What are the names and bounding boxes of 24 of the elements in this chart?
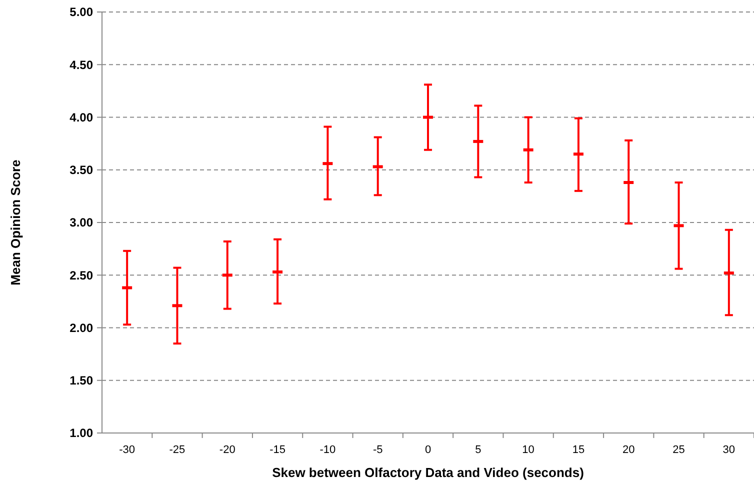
x-tick-label: -15 [270,444,286,456]
x-axis-title: Skew between Olfactory Data and Video (seconds) [272,465,584,480]
y-tick-label: 2.00 [70,320,94,335]
y-tick-label: 3.50 [70,163,94,178]
y-tick-label: 2.50 [70,268,94,282]
x-tick-label: 30 [722,444,736,456]
x-tick-label: 20 [622,444,635,456]
y-axis-title: Mean Opinion Score [8,160,23,286]
x-tick-label: -5 [372,444,383,456]
x-tick-label: 10 [522,444,534,456]
x-tick-label: 5 [475,444,482,456]
x-tick-label: 0 [424,444,432,456]
x-tick-label: -10 [320,444,336,456]
x-tick-label: 15 [572,444,585,456]
y-tick-label: 3.00 [70,216,94,230]
x-tick-label: -30 [119,444,136,456]
x-tick-label: 25 [672,444,685,456]
x-tick-label: -20 [219,444,236,456]
y-tick-label: 5.00 [70,5,94,20]
y-tick-label: 4.00 [70,110,94,124]
y-tick-label: 1.00 [70,426,94,440]
x-tick-label: -25 [169,444,186,456]
y-tick-label: 4.50 [70,58,94,72]
y-tick-label: 1.50 [70,374,94,388]
